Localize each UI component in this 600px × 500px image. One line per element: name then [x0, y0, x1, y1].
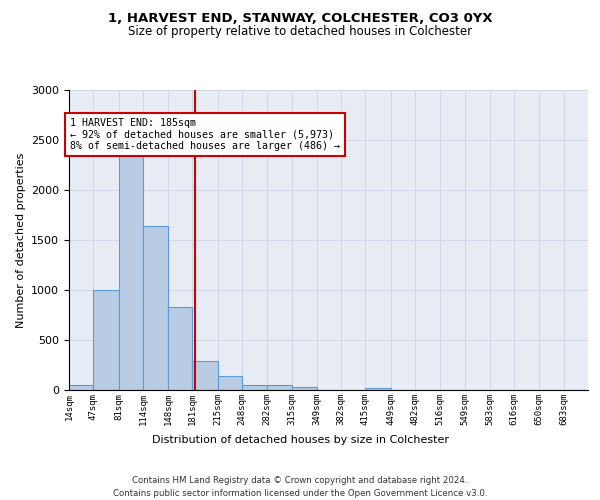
Text: 1, HARVEST END, STANWAY, COLCHESTER, CO3 0YX: 1, HARVEST END, STANWAY, COLCHESTER, CO3…: [107, 12, 493, 26]
Bar: [143, 226, 168, 390]
Text: Size of property relative to detached houses in Colchester: Size of property relative to detached ho…: [128, 25, 472, 38]
Text: 1 HARVEST END: 185sqm
← 92% of detached houses are smaller (5,973)
8% of semi-de: 1 HARVEST END: 185sqm ← 92% of detached …: [70, 118, 340, 151]
Bar: [193, 361, 218, 390]
Bar: [218, 376, 242, 390]
Text: Contains HM Land Registry data © Crown copyright and database right 2024.
Contai: Contains HM Land Registry data © Crown c…: [113, 476, 487, 498]
Bar: [242, 385, 267, 390]
Y-axis label: Number of detached properties: Number of detached properties: [16, 152, 26, 328]
Text: Distribution of detached houses by size in Colchester: Distribution of detached houses by size …: [151, 435, 449, 445]
Bar: [267, 385, 292, 390]
Bar: [168, 307, 193, 390]
Bar: [292, 387, 317, 390]
Bar: [365, 388, 391, 390]
Bar: [69, 384, 94, 390]
Bar: [94, 290, 119, 390]
Bar: [119, 145, 143, 390]
